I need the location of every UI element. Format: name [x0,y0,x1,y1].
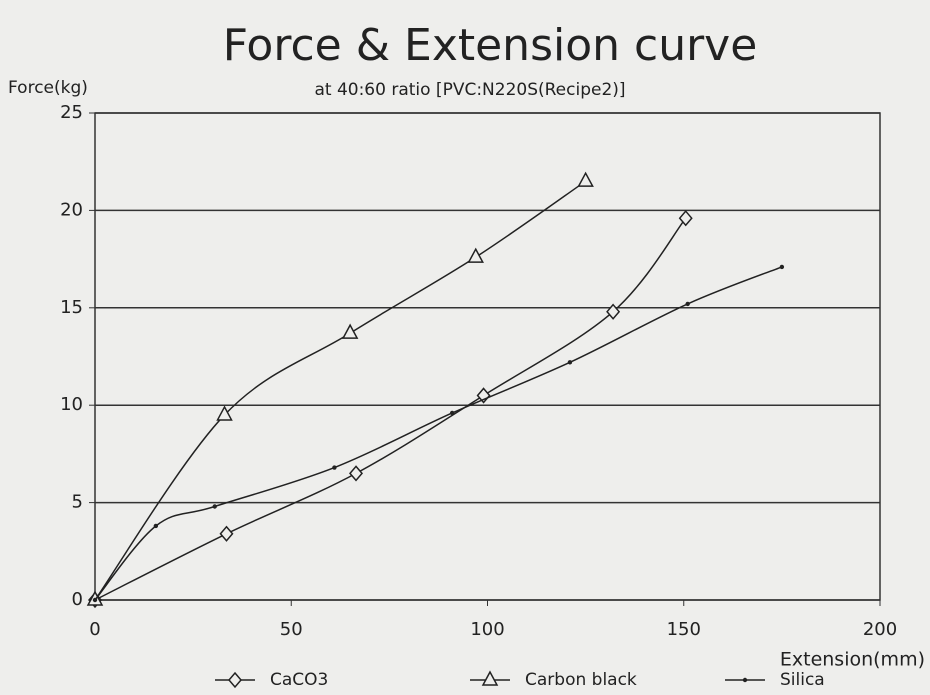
point-marker [481,670,499,686]
y-tick-label: 20 [60,199,83,220]
x-tick-label: 0 [89,619,100,640]
x-tick-label: 100 [470,619,504,640]
point-marker [685,301,690,307]
point-marker [779,264,785,270]
legend-label: Carbon black [525,670,637,690]
y-tick-label: 15 [60,297,83,318]
point-marker [216,405,233,421]
point-marker [219,525,234,542]
legend-label: Silica [780,670,825,690]
chart-subtitle: at 40:60 ratio [PVC:N220S(Recipe2)] [314,80,625,100]
y-tick-label: 10 [60,394,83,415]
x-tick-label: 200 [863,619,897,640]
point-marker [341,323,359,339]
legend-label: CaCO3 [270,670,328,690]
chart-title: Force & Extension curve [223,20,758,71]
point-marker [467,247,484,263]
point-marker [577,171,594,187]
point-marker [212,504,217,509]
point-marker [567,360,573,365]
point-marker [92,597,98,603]
y-tick-label: 0 [72,589,83,610]
x-axis-label: Extension(mm) [780,649,925,671]
x-tick-label: 150 [667,619,701,640]
series-line [94,266,783,601]
point-marker [449,410,455,416]
point-marker [349,465,364,482]
point-marker [153,523,159,529]
y-axis-label: Force(kg) [8,78,88,98]
series-line [94,180,587,601]
point-marker [742,677,748,683]
y-tick-label: 5 [72,492,83,513]
point-marker [678,210,693,227]
y-tick-label: 25 [60,102,83,123]
point-marker [332,465,337,470]
point-marker [228,671,242,689]
point-marker [606,303,621,320]
x-tick-label: 50 [280,619,303,640]
